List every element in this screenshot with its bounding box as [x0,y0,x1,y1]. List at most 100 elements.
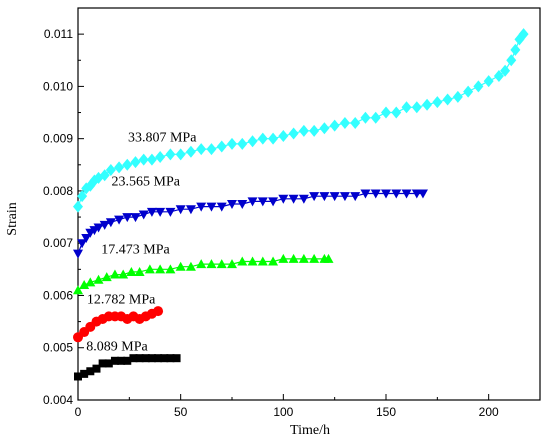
data-point [216,259,227,269]
data-point [101,272,112,282]
data-point [411,101,422,114]
series-label: 12.782 MPa [87,292,156,307]
data-point [146,207,157,217]
x-axis-label: Time/h [290,423,330,438]
data-point [185,205,196,215]
data-point [510,43,521,56]
data-point [134,266,145,276]
series-label: 23.565 MPa [112,175,181,190]
y-tick-label: 0.010 [43,79,73,93]
data-point [278,130,289,143]
data-point [319,122,330,135]
data-point [135,354,144,363]
data-point [216,140,227,153]
data-point [92,364,101,373]
data-point [86,367,95,376]
data-point [175,148,186,161]
data-point [110,356,119,365]
data-point [350,192,361,202]
data-point [518,28,529,41]
data-point [165,207,176,217]
data-point [172,354,181,363]
data-point [185,145,196,158]
data-point [99,169,110,182]
x-tick-label: 0 [75,405,82,419]
data-point [138,153,149,166]
data-point [257,197,268,207]
y-tick-label: 0.005 [43,341,73,355]
data-point [141,354,150,363]
data-point [452,90,463,103]
data-point [146,153,157,166]
data-point [257,132,268,145]
x-tick-label: 50 [174,405,188,419]
data-point [175,205,186,215]
data-point [79,280,90,290]
data-point [80,369,89,378]
data-point [74,372,82,381]
data-point [227,200,237,209]
data-point [483,75,494,88]
series-square [74,354,181,381]
data-point [401,189,412,199]
data-point [319,192,330,202]
data-point [442,93,453,106]
data-point [247,256,258,266]
data-point [268,132,279,145]
data-point [206,202,217,212]
data-point [288,253,299,263]
data-point [114,161,125,174]
data-point [77,239,88,249]
data-point [206,143,217,156]
data-point [370,189,381,199]
data-point [227,259,237,269]
data-point [130,213,141,223]
y-tick-label: 0.011 [44,27,73,41]
data-point [422,98,433,111]
series-circle [73,306,164,343]
data-point [138,210,149,220]
data-point [130,156,141,169]
data-point [153,306,164,317]
data-point [227,137,237,150]
series-label: 17.473 MPa [101,243,170,258]
data-point [81,233,92,243]
y-tick-label: 0.004 [43,393,73,407]
x-tick-label: 150 [376,405,396,419]
data-point [93,223,104,233]
data-point [73,285,83,295]
data-point [473,80,484,93]
data-point [160,354,169,363]
data-point [114,215,125,225]
data-point [118,269,129,279]
data-point [185,261,196,271]
data-point [417,189,428,199]
data-point [122,158,133,171]
y-tick-label: 0.007 [43,236,73,250]
data-point [117,356,126,365]
series-label: 33.807 MPa [128,130,197,145]
data-point [175,261,186,271]
data-point [381,189,391,199]
data-point [500,64,511,77]
data-point [329,119,340,132]
data-point [98,359,107,368]
data-point [105,218,116,228]
data-point [166,354,175,363]
data-point [155,264,166,274]
data-point [463,85,474,98]
data-point [237,137,248,150]
data-point [391,106,402,119]
data-point [196,143,207,156]
data-point [506,54,517,67]
x-axis-ticks: 0 50 100 150 200 [75,394,499,419]
data-point [268,256,279,266]
data-point [129,354,138,363]
data-point [165,148,176,161]
data-point [104,359,113,368]
data-point [123,356,132,365]
data-point [144,264,155,274]
data-point [370,111,381,124]
data-point [288,127,299,140]
data-point [126,266,137,276]
